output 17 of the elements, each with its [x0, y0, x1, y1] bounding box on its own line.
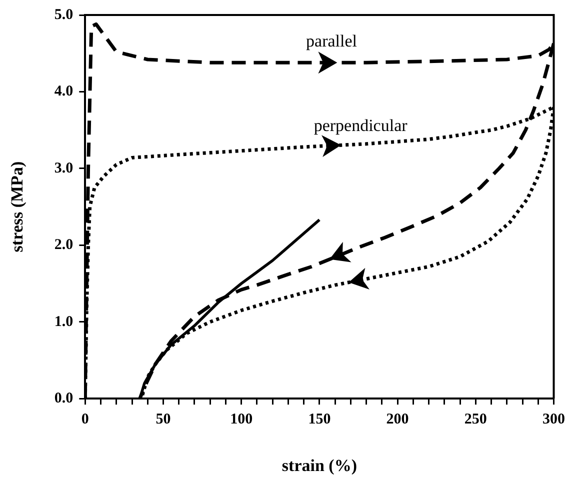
- x-tick-label: 100: [230, 411, 253, 428]
- y-tick-label: 3.0: [54, 160, 74, 176]
- series-label: parallel: [306, 32, 358, 51]
- y-tick-label: 5.0: [54, 6, 74, 23]
- x-tick-label: 150: [308, 411, 331, 428]
- y-tick-label: 0.0: [54, 390, 74, 406]
- x-tick-label: 300: [542, 411, 565, 428]
- series-label: perpendicular: [314, 116, 408, 135]
- x-tick-label: 50: [156, 411, 171, 428]
- x-axis-title: strain (%): [282, 456, 357, 476]
- x-tick-label: 0: [81, 411, 89, 428]
- y-tick-label: 2.0: [54, 237, 74, 254]
- y-axis-title: stress (MPa): [8, 161, 27, 252]
- x-tick-label: 200: [386, 411, 409, 428]
- x-tick-label: 250: [464, 411, 487, 428]
- y-tick-label: 1.0: [54, 314, 74, 330]
- y-tick-label: 4.0: [54, 84, 74, 100]
